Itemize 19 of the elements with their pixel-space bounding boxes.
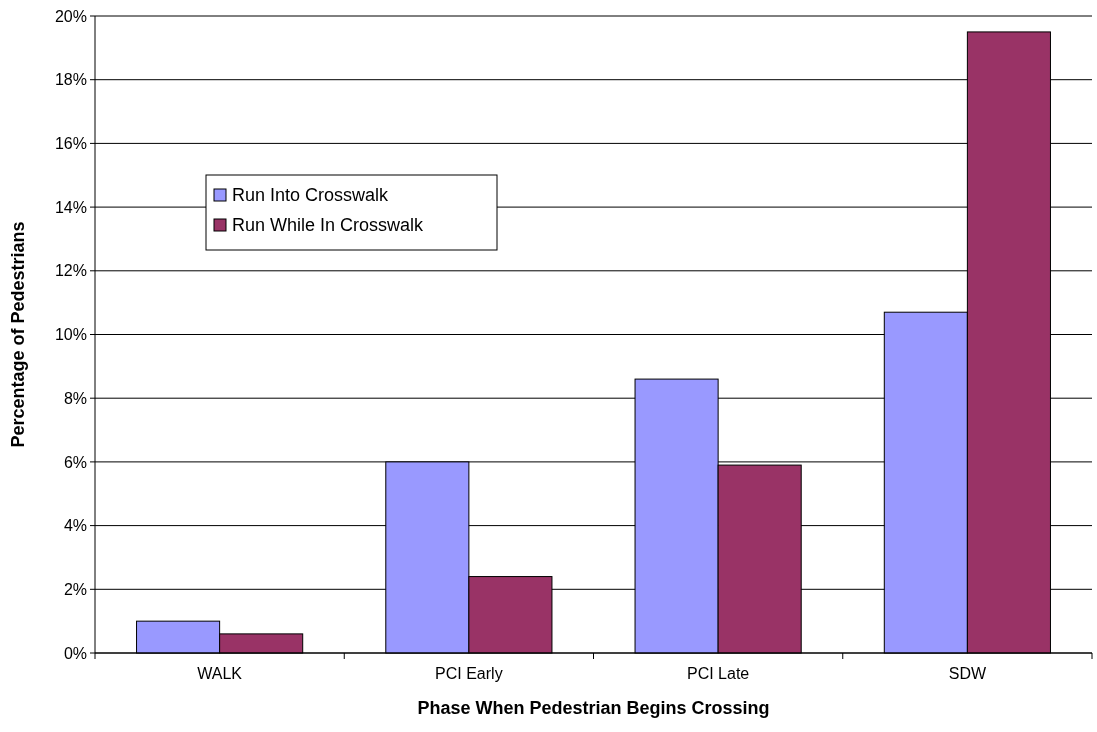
x-tick-label: WALK <box>197 665 243 682</box>
y-tick-label: 0% <box>63 644 87 662</box>
y-tick-label: 16% <box>54 135 87 152</box>
y-tick-label: 2% <box>63 580 87 598</box>
y-tick-label: 12% <box>54 262 87 280</box>
x-tick-label: SDW <box>948 665 987 682</box>
y-tick-label: 6% <box>63 453 87 471</box>
y-tick-label: 18% <box>54 71 87 89</box>
x-tick-label: PCI Early <box>435 665 503 682</box>
y-axis-title: Percentage of Pedestrians <box>8 221 28 448</box>
legend-label: Run Into Crosswalk <box>232 185 390 206</box>
y-tick-label: 4% <box>63 517 87 535</box>
y-tick-label: 8% <box>63 389 87 407</box>
y-tick-label: 14% <box>54 198 87 216</box>
y-tick-label: 10% <box>54 326 87 344</box>
x-tick-label: PCI Late <box>686 665 750 682</box>
x-axis-title: Phase When Pedestrian Begins Crossing <box>417 698 770 718</box>
y-tick-label: 20% <box>54 7 87 25</box>
legend-label: Run While In Crosswalk <box>232 215 425 236</box>
